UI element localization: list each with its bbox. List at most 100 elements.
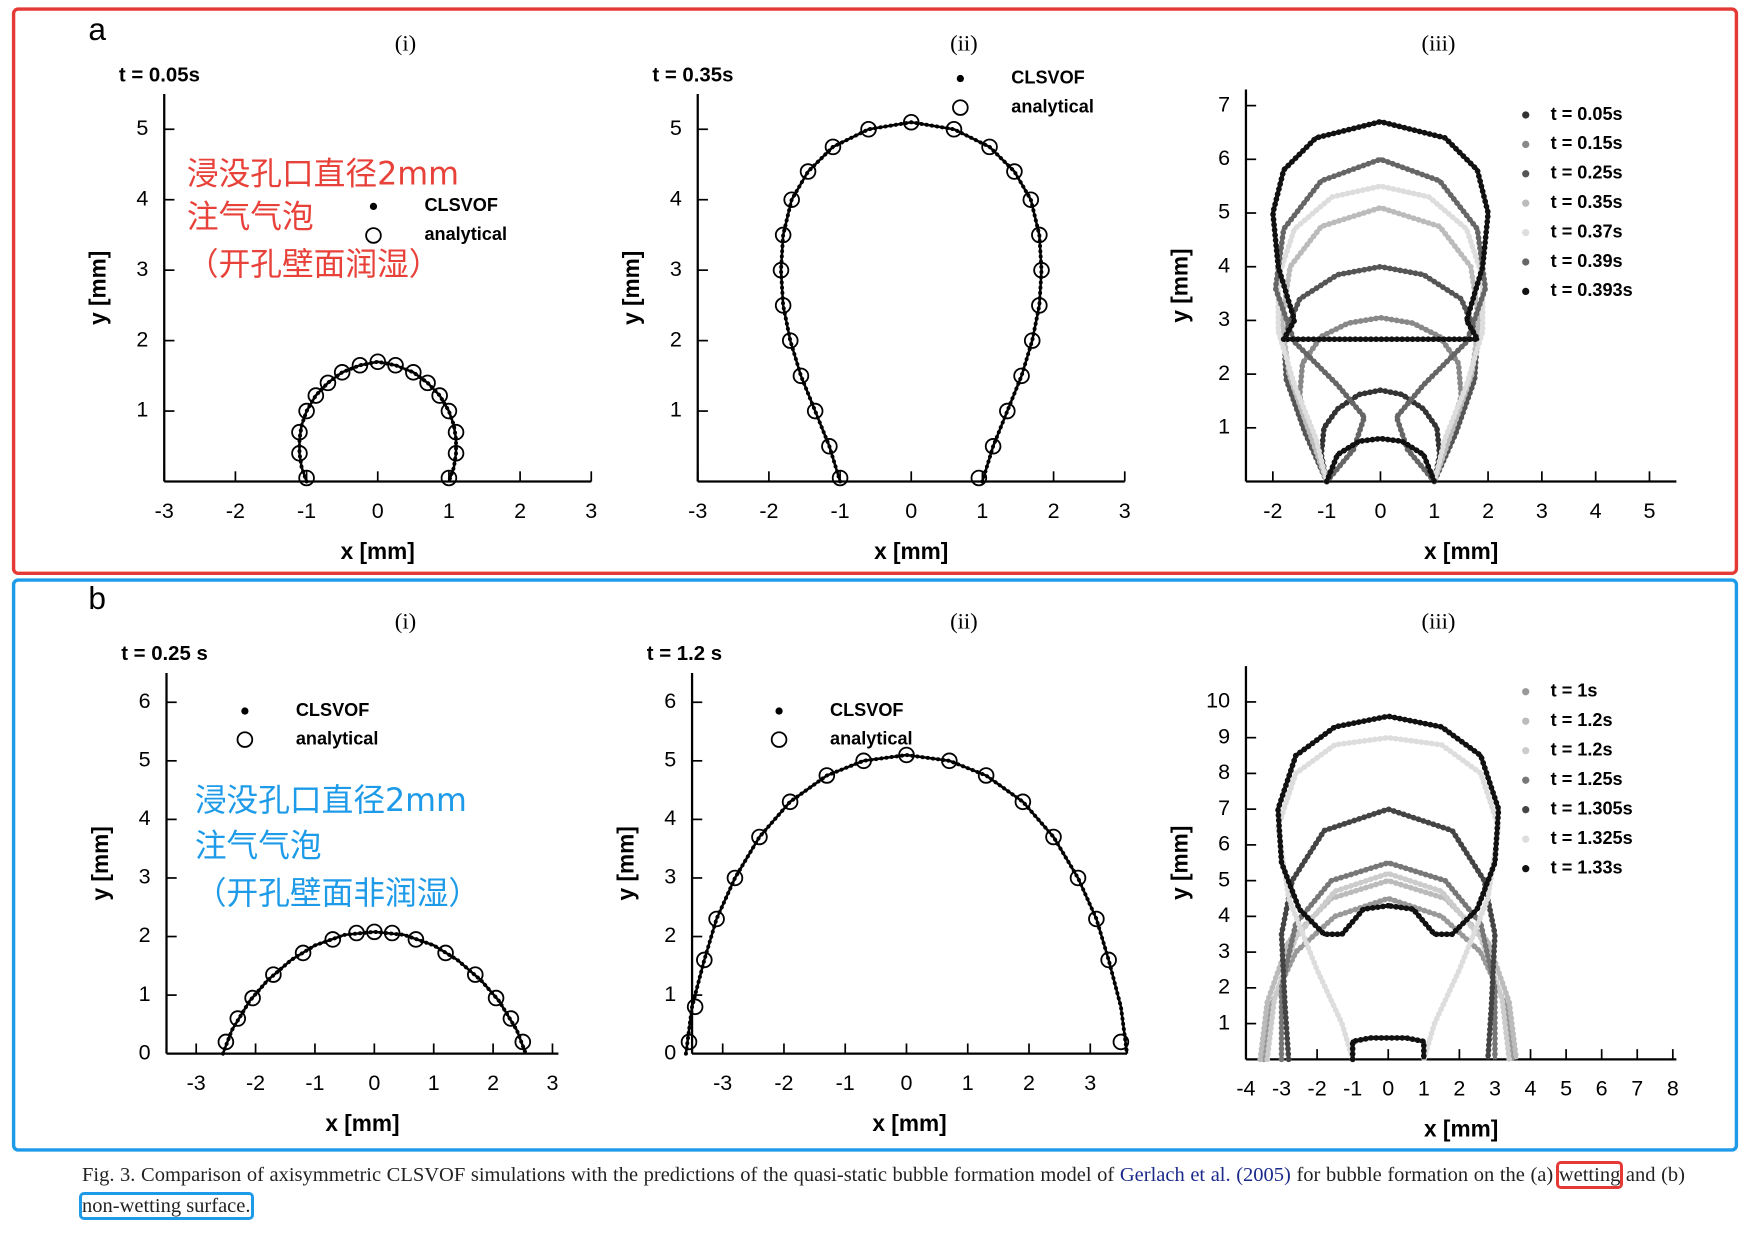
x-axis-label: x [mm]	[872, 1110, 946, 1136]
analytical-point	[294, 944, 312, 962]
bubble-profile	[1264, 870, 1513, 1063]
y-tick-label: 1	[139, 982, 151, 1006]
bubble-profile-core	[1276, 735, 1501, 1060]
analytical-point	[1031, 226, 1048, 244]
legend-marker	[1522, 111, 1530, 119]
analytical-point	[324, 931, 342, 948]
analytical-point	[726, 869, 744, 887]
legend-label: analytical	[296, 728, 379, 748]
analytical-point	[1006, 163, 1023, 180]
legend-label: t = 0.25s	[1551, 163, 1623, 183]
legend-marker	[241, 707, 249, 715]
note: 浸没孔口直径2mm	[187, 157, 459, 193]
bubble-profile-core	[1270, 119, 1491, 483]
time-label: t = 1.2 s	[647, 643, 722, 665]
bubble-profile-core	[1279, 807, 1497, 1060]
bubble-profile-core	[1265, 871, 1512, 1060]
note: （开孔壁面润湿）	[187, 247, 441, 283]
chart: -3 -2 -1 0 1 2 3 1 2 3 4 5 x [mm] y [mm] (i) t = 0.05s C…	[85, 31, 598, 564]
analytical-point	[1023, 332, 1041, 349]
y-tick-label: 2	[139, 923, 151, 947]
legend-marker	[775, 707, 783, 715]
analytical-point	[351, 356, 369, 374]
highlight: wetting	[1555, 1161, 1624, 1189]
panel-label: a	[88, 11, 106, 47]
legend-label: t = 1.25s	[1551, 769, 1623, 789]
chart-title: (iii)	[1422, 608, 1456, 633]
analytical-point	[1013, 367, 1030, 385]
analytical-point	[419, 374, 436, 392]
analytical-point	[467, 966, 484, 983]
legend-marker	[1522, 747, 1530, 755]
analytical-point	[440, 402, 458, 420]
analytical-point	[437, 944, 454, 962]
x-tick-label: 7	[1631, 1077, 1643, 1101]
analytical-point	[1100, 951, 1117, 969]
y-tick-label: 5	[1218, 867, 1230, 891]
note: 浸没孔口直径2mm	[195, 783, 467, 819]
bubble-profile-core	[779, 121, 1043, 482]
analytical-point	[984, 438, 1002, 455]
analytical-point	[945, 120, 963, 138]
time-label: t = 0.05s	[119, 64, 200, 86]
x-tick-label: 5	[1560, 1077, 1572, 1101]
legend-marker	[369, 202, 378, 211]
y-axis-label: y [mm]	[1166, 248, 1192, 322]
analytical-point	[431, 387, 448, 404]
bubble-profile-core	[1276, 184, 1485, 482]
x-tick-label: -1	[1343, 1077, 1362, 1101]
bubble-profile-core	[221, 930, 527, 1055]
legend-label: CLSVOF	[830, 700, 903, 720]
x-tick-label: 2	[1453, 1077, 1465, 1101]
y-tick-label: 6	[664, 689, 676, 713]
analytical-point	[502, 1010, 520, 1027]
y-axis-label: y [mm]	[85, 251, 111, 325]
y-tick-label: 3	[139, 865, 151, 889]
y-tick-label: 6	[139, 689, 151, 713]
legend-marker	[1522, 140, 1530, 149]
x-tick-label: -2	[759, 499, 778, 523]
analytical-point	[686, 998, 704, 1016]
legend-label: t = 0.05s	[1551, 104, 1623, 124]
bubble-profile	[220, 929, 528, 1056]
y-tick-label: 4	[670, 186, 682, 210]
x-tick-label: 1	[1418, 1077, 1430, 1101]
note: （开孔壁面非润湿）	[195, 876, 480, 912]
citation-link[interactable]: Gerlach et al. (2005)	[1119, 1164, 1291, 1186]
analytical-point	[369, 353, 387, 371]
x-tick-label: 4	[1590, 499, 1602, 523]
note: 注气气泡	[195, 828, 322, 864]
legend-label: t = 0.15s	[1551, 133, 1623, 153]
analytical-point	[774, 226, 792, 244]
legend-label: t = 0.35s	[1551, 192, 1623, 212]
chart: -2 -1 0 1 2 3 4 5 1 2 3 4 5 6 7 x [mm] y [mm] (iii) t = 0.…	[1166, 31, 1677, 564]
y-tick-label: 3	[1218, 307, 1230, 331]
legend-marker	[1522, 806, 1530, 814]
legend-label: t = 1.2s	[1551, 739, 1613, 759]
y-tick-label: 5	[139, 748, 151, 772]
legend-marker	[365, 227, 382, 244]
caption-text: Fig. 3. Comparison of axisymmetric CLSVO…	[82, 1164, 1120, 1186]
analytical-point	[781, 793, 799, 811]
y-tick-label: 1	[664, 982, 676, 1006]
chart-title: (ii)	[950, 608, 978, 633]
x-tick-label: -3	[713, 1071, 732, 1095]
analytical-point	[217, 1033, 235, 1051]
x-tick-label: -2	[774, 1071, 793, 1095]
legend-marker	[1522, 170, 1530, 178]
analytical-point	[298, 402, 315, 420]
x-axis-label: x [mm]	[1424, 538, 1498, 564]
analytical-point	[333, 364, 351, 381]
bubble-profile-core	[1273, 157, 1488, 483]
analytical-point	[783, 191, 800, 208]
x-tick-label: 1	[428, 1071, 440, 1095]
x-tick-label: -1	[297, 499, 316, 523]
y-tick-label: 4	[136, 186, 148, 210]
analytical-point	[319, 374, 337, 392]
y-tick-label: 1	[670, 398, 682, 422]
legend-label: CLSVOF	[1011, 67, 1084, 87]
analytical-point	[898, 746, 915, 764]
x-tick-label: -3	[187, 1071, 206, 1095]
legend-label: analytical	[424, 224, 507, 244]
y-tick-label: 9	[1218, 724, 1230, 748]
